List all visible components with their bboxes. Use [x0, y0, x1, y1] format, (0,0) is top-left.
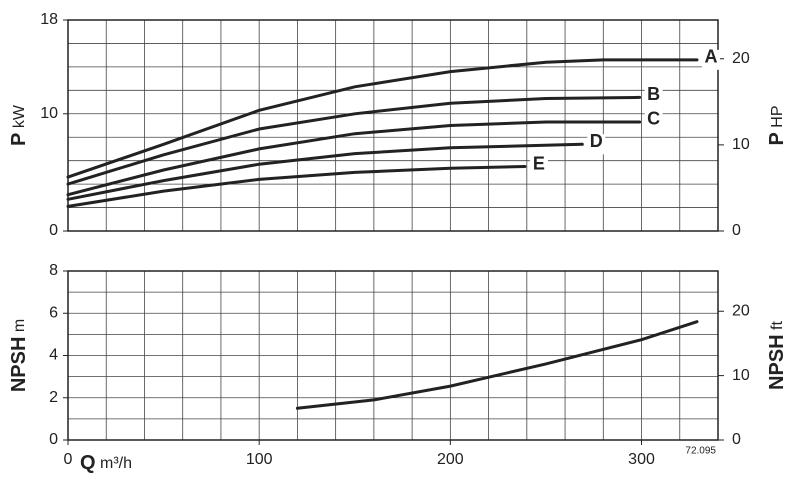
curve-label: A	[704, 47, 717, 67]
y2-tick-label: 0	[732, 222, 741, 239]
y-axis-label: NPSH m	[8, 319, 30, 392]
y-axis-label-unit: m	[11, 319, 28, 332]
curve-label: E	[533, 153, 545, 173]
y2-axis-label-unit: HP	[769, 105, 786, 127]
y2-axis-label-unit: ft	[769, 320, 786, 329]
series-line	[66, 120, 642, 197]
curve-label: C	[647, 109, 660, 129]
curve-label-bg	[701, 49, 720, 70]
y-tick-label: 8	[49, 262, 58, 279]
y-tick-label: 0	[49, 222, 58, 239]
y-axis-label-unit: kW	[11, 104, 28, 128]
curve-label-bg	[587, 134, 606, 155]
series-line	[66, 95, 642, 186]
y2-axis-label-symbol: P	[766, 132, 788, 145]
y2-tick-label: 10	[732, 136, 750, 153]
x-axis-label-symbol: Q	[80, 452, 96, 474]
plot-frame	[67, 19, 719, 232]
x-tick-label: 200	[437, 451, 464, 468]
curve-label-bg	[644, 87, 663, 108]
x-tick-label: 100	[246, 451, 273, 468]
y-tick-label: 18	[40, 11, 58, 28]
series-line	[66, 165, 527, 208]
curve-label: B	[647, 84, 660, 104]
y2-tick-label: 0	[732, 431, 741, 448]
y-tick-label: 4	[49, 347, 58, 364]
curve-label-bg	[529, 156, 548, 177]
y-tick-label: 0	[49, 431, 58, 448]
series-line	[295, 320, 699, 410]
y-axis-label: P kW	[8, 104, 30, 146]
curve-label: D	[590, 131, 603, 151]
y2-axis-label-symbol: NPSH	[766, 334, 788, 390]
y2-tick-label: 10	[732, 367, 750, 384]
y2-axis-label: P HP	[766, 105, 788, 145]
x-axis-label: Q m³/h	[80, 452, 132, 474]
y-axis-label-symbol: NPSH	[8, 337, 30, 393]
curve-label-bg	[644, 111, 663, 132]
y-axis-label-symbol: P	[8, 133, 30, 146]
y-tick-label: 6	[49, 304, 58, 321]
series-line	[66, 142, 584, 201]
y2-tick-label: 20	[732, 302, 750, 319]
y2-tick-label: 20	[732, 50, 750, 67]
x-tick-label: 300	[628, 451, 655, 468]
plot-area	[68, 20, 718, 231]
y-tick-label: 2	[49, 389, 58, 406]
x-tick-label: 0	[64, 451, 73, 468]
series-line	[66, 58, 699, 179]
y-tick-label: 10	[40, 105, 58, 122]
x-axis-label-unit: m³/h	[100, 455, 132, 472]
y2-axis-label: NPSH ft	[766, 320, 788, 389]
figure-code: 72.095	[685, 446, 716, 457]
